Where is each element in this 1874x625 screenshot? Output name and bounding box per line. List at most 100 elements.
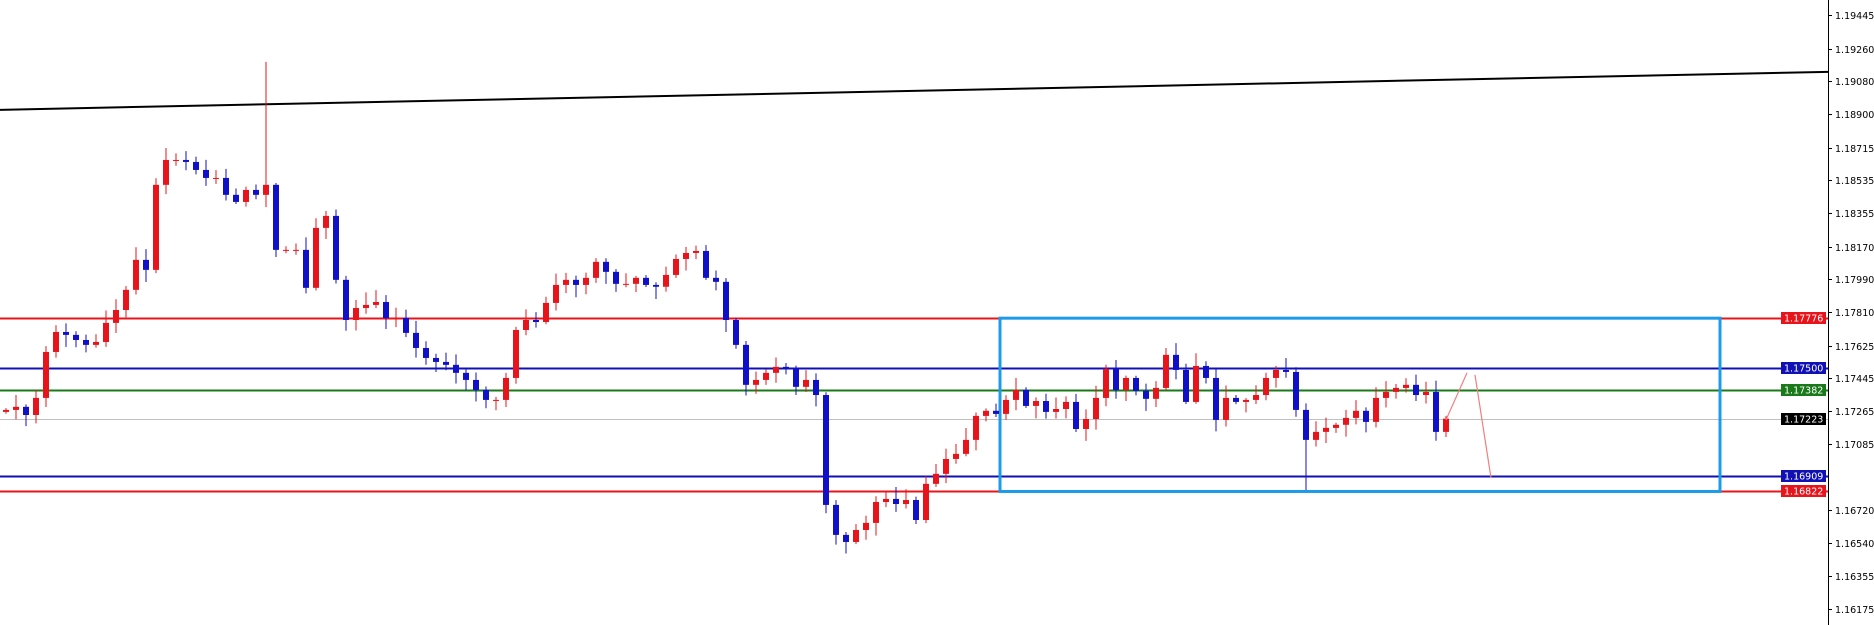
candle-body: [243, 189, 249, 202]
price-axis[interactable]: 1.19445 1.19260 1.19080 1.18900 1.18715 1.185…: [1828, 11, 1874, 616]
candle-body: [363, 304, 369, 309]
candle-body: [1223, 397, 1229, 420]
bull-candle: [1383, 381, 1389, 408]
bull-candle: [1253, 385, 1259, 404]
candle-body: [993, 410, 999, 414]
candle-body: [613, 271, 619, 284]
bear-candle: [1433, 380, 1439, 441]
candle-body: [1203, 365, 1209, 378]
bull-candle: [1343, 409, 1349, 437]
bull-candle: [523, 309, 529, 336]
candle-body: [1173, 354, 1179, 370]
bull-candle: [753, 371, 759, 394]
tick-label: 1.17085: [1835, 440, 1874, 451]
candle-body: [853, 529, 859, 542]
candle-body: [723, 281, 729, 320]
candle-body: [773, 366, 779, 373]
bull-candle: [583, 272, 589, 295]
candle-body: [1433, 391, 1439, 432]
price-label-bg: [1781, 384, 1826, 396]
candle-body: [923, 483, 929, 520]
candle-body: [473, 379, 479, 390]
price-level-labels: 1.17776 1.17500 1.17382 1.17223 1.16909 1.168…: [1781, 312, 1826, 498]
bear-candle: [1363, 407, 1369, 433]
candle-body: [1253, 395, 1259, 400]
price-label: 1.17382: [1784, 386, 1823, 397]
bear-candle: [453, 354, 459, 384]
candle-body: [1343, 417, 1349, 425]
bear-candle: [613, 269, 619, 292]
bear-candle: [913, 496, 919, 525]
bear-candle: [1203, 361, 1209, 384]
price-label: 1.16909: [1784, 472, 1823, 483]
candle-body: [1243, 399, 1249, 402]
bull-candle: [1163, 347, 1169, 391]
candle-body: [933, 473, 939, 484]
bull-candle: [863, 515, 869, 540]
bear-candle: [603, 258, 609, 284]
bull-candle: [363, 292, 369, 314]
price-label-bg: [1781, 485, 1826, 497]
bear-candle: [23, 404, 29, 427]
candle-body: [883, 498, 889, 503]
bull-candle: [1393, 383, 1399, 399]
tick-label: 1.17810: [1835, 308, 1874, 319]
bull-candle: [773, 357, 779, 383]
candle-body: [1423, 391, 1429, 396]
price-label: 1.16822: [1784, 487, 1823, 498]
tick-label: 1.17265: [1835, 407, 1874, 418]
bear-candle: [233, 188, 239, 205]
bear-candle: [653, 282, 659, 300]
tick-label: 1.16175: [1835, 605, 1874, 616]
candle-body: [1263, 377, 1269, 396]
tick-label: 1.18900: [1835, 110, 1874, 121]
bull-candle: [983, 408, 989, 422]
tick-label: 1.17445: [1835, 374, 1874, 385]
candle-body: [813, 379, 819, 396]
bull-candle: [1193, 353, 1199, 404]
bear-candle: [443, 352, 449, 371]
bull-candle: [693, 245, 699, 260]
bull-candle: [563, 272, 569, 294]
candle-body: [633, 277, 639, 284]
bull-candle: [553, 273, 559, 311]
trendline-layer: [0, 70, 1829, 111]
candle-body: [1273, 369, 1279, 378]
candle-body: [673, 258, 679, 275]
candle-body: [843, 534, 849, 542]
candle-body: [13, 406, 19, 410]
bull-candle: [973, 412, 979, 451]
tick-label: 1.18715: [1835, 144, 1874, 155]
bull-candle: [953, 443, 959, 464]
candle-body: [1103, 368, 1109, 398]
candle-body: [1043, 401, 1049, 412]
tick-label: 1.19445: [1835, 11, 1874, 22]
candle-body: [183, 159, 189, 162]
bear-candle: [1283, 357, 1289, 378]
bear-candle: [1183, 363, 1189, 405]
bull-candle: [1243, 398, 1249, 413]
bear-candle: [273, 183, 279, 258]
bull-candle: [873, 496, 879, 536]
bull-candle: [353, 299, 359, 331]
candle-body: [1163, 354, 1169, 388]
candle-body: [3, 409, 9, 412]
candle-body: [33, 397, 39, 415]
bull-candle: [1083, 409, 1089, 441]
bull-candle: [163, 148, 169, 195]
bear-candle: [423, 341, 429, 365]
candle-body: [1393, 387, 1399, 392]
candle-body: [203, 169, 209, 178]
bear-candle: [813, 373, 819, 407]
candle-body: [903, 500, 909, 505]
tick-label: 1.18355: [1835, 209, 1874, 220]
bear-candle: [1303, 403, 1309, 491]
bear-candle: [413, 320, 419, 358]
bull-candle: [1273, 365, 1279, 388]
candle-body: [693, 250, 699, 253]
bear-candle: [1173, 343, 1179, 380]
candle-body: [533, 319, 539, 322]
tick-label: 1.18535: [1835, 176, 1874, 187]
candle-body: [373, 302, 379, 305]
